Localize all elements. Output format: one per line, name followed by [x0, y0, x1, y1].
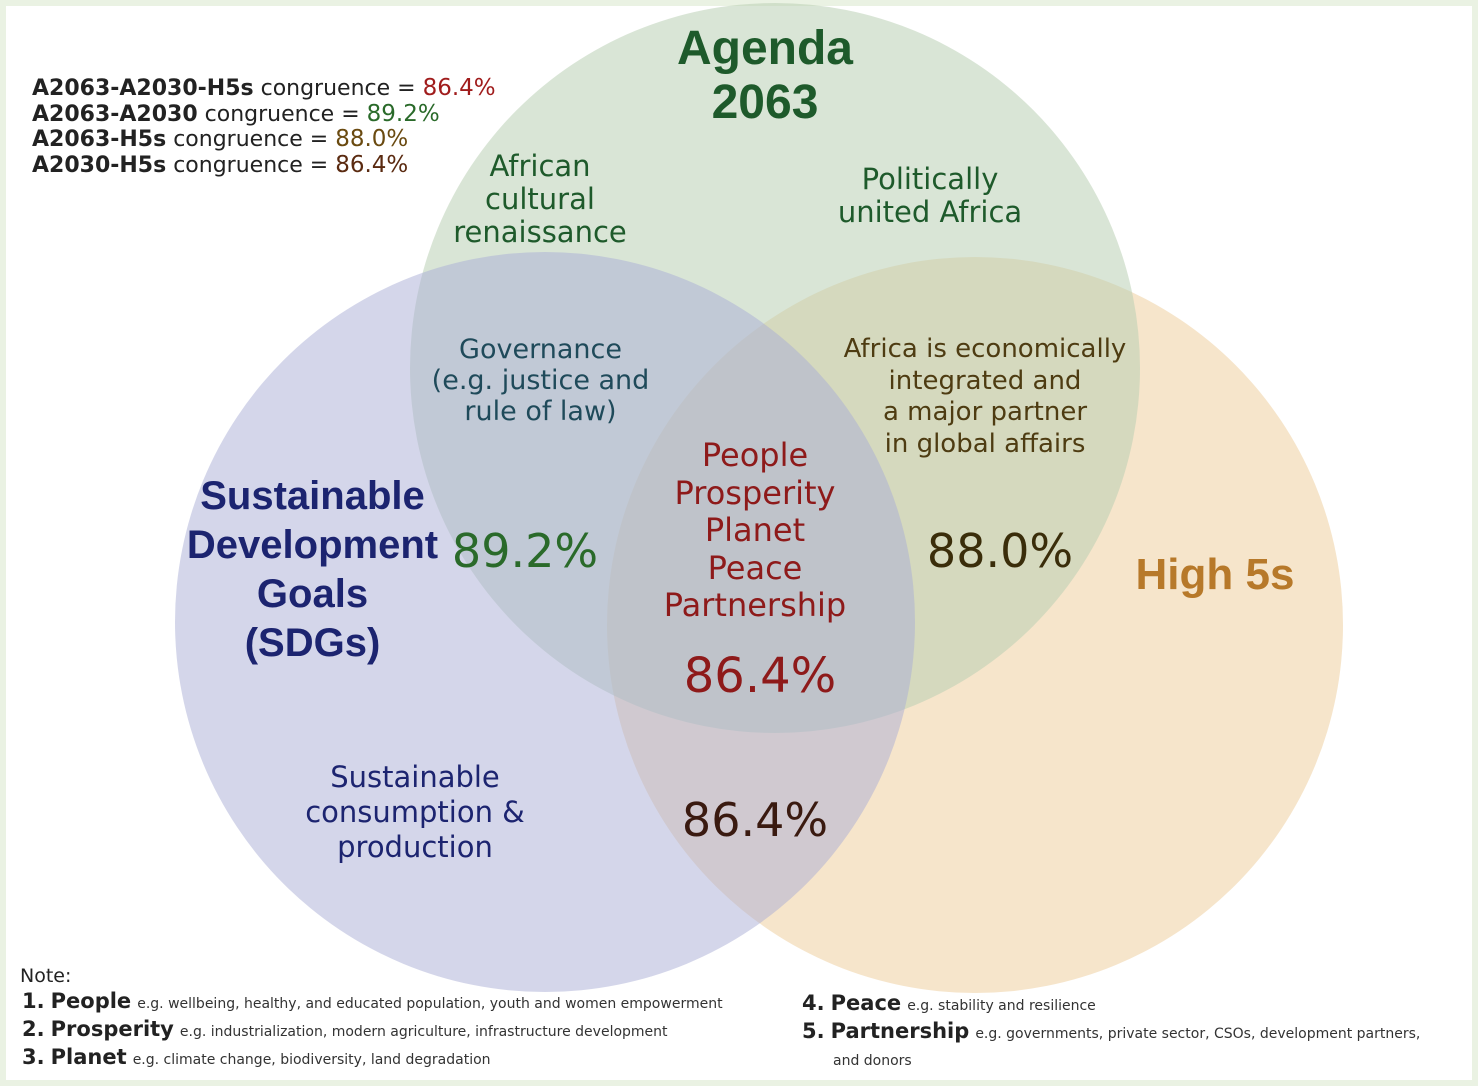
region-agenda-right: Politically united Africa — [837, 162, 1023, 229]
summary-row: A2063-A2030 congruence = 89.2% — [32, 100, 440, 127]
agenda-high5-value: 88.0% — [926, 524, 1074, 578]
note-item: 2. Prosperity e.g. industrialization, mo… — [22, 1017, 668, 1041]
note-item: 5. Partnership e.g. governments, private… — [802, 1019, 1421, 1043]
summary-row: A2063-A2030-H5s congruence = 86.4% — [32, 75, 496, 101]
high5-title: High 5s — [1135, 550, 1295, 599]
region-agenda-left: African cultural renaissance — [453, 149, 627, 249]
sdg-high5-value: 86.4% — [681, 793, 829, 847]
summary-row: A2063-H5s congruence = 88.0% — [32, 126, 409, 152]
note-list-right: 4. Peace e.g. stability and resilience 5… — [802, 991, 1420, 1074]
note-list-left: 1. People e.g. wellbeing, healthy, and e… — [22, 989, 723, 1073]
congruence-summary: A2063-A2030-H5s congruence = 86.4% A2063… — [32, 75, 496, 178]
region-sdg-only: Sustainable consumption & production — [305, 760, 525, 864]
agenda-title: Agenda 2063 — [676, 22, 853, 129]
sdg-circle — [175, 252, 915, 992]
note-heading: Note: — [20, 965, 72, 987]
note-item: 1. People e.g. wellbeing, healthy, and e… — [22, 989, 723, 1013]
region-agenda-high5: Africa is economically integrated and a … — [843, 334, 1127, 459]
note-item: and donors — [833, 1053, 912, 1069]
note-item: 4. Peace e.g. stability and resilience — [802, 991, 1096, 1015]
region-center: People Prosperity Planet Peace Partnersh… — [663, 436, 847, 624]
summary-row: A2030-H5s congruence = 86.4% — [32, 151, 409, 178]
center-value: 86.4% — [683, 648, 837, 704]
note-item: 3. Planet e.g. climate change, biodivers… — [22, 1045, 491, 1069]
region-agenda-sdg: Governance (e.g. justice and rule of law… — [431, 334, 650, 427]
sdg-title: Sustainable Development Goals (SDGs) — [186, 474, 439, 665]
agenda-sdg-value: 89.2% — [451, 524, 599, 578]
